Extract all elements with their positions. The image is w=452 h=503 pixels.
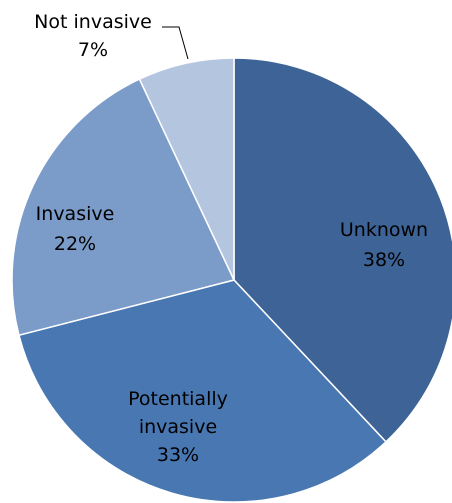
pie-slice-invasive <box>11 78 236 337</box>
leader-line-not-invasive <box>162 26 189 60</box>
data-label-not-invasive: Not invasive 7% <box>34 11 152 61</box>
data-label-potentially-invasive: Potentially invasive 33% <box>128 388 228 466</box>
pie-slice-not-invasive <box>138 57 235 281</box>
data-label-unknown: Unknown 38% <box>340 219 428 271</box>
data-label-invasive: Invasive 22% <box>36 203 115 255</box>
pie-slice-unknown <box>233 57 452 443</box>
pie-slice-potentially-invasive <box>18 279 388 503</box>
pie-slices <box>11 57 452 503</box>
pie-labels: Unknown 38% Potentially invasive 33% Invasive… <box>34 11 428 466</box>
